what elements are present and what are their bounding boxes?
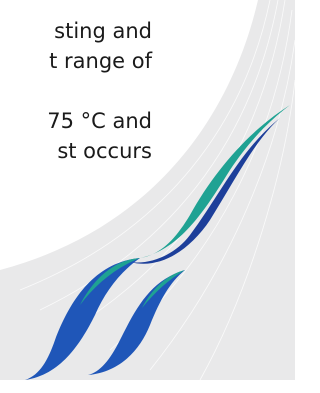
- text-line: 75 °C and: [47, 109, 152, 133]
- text-line: st occurs: [57, 139, 152, 163]
- text-line: t range of: [49, 49, 152, 73]
- text-line: sting and: [54, 19, 152, 43]
- page: sting and t range of 75 °C and st occurs: [0, 0, 295, 393]
